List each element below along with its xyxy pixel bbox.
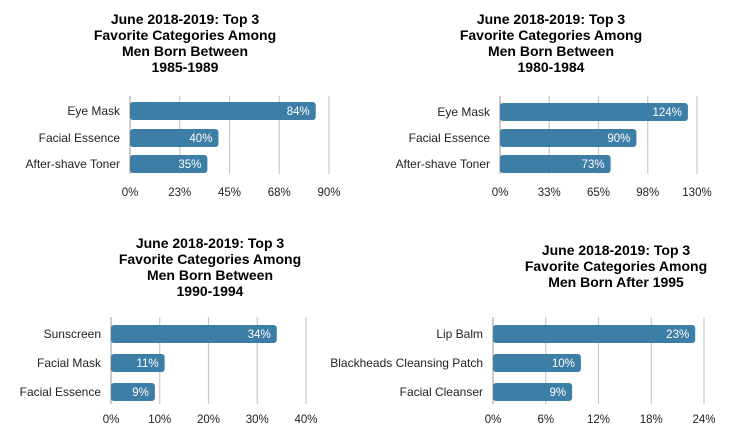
bar	[130, 129, 219, 147]
x-tick-label: 10%	[148, 414, 171, 426]
x-tick-label: 0%	[122, 187, 139, 199]
data-label: 73%	[582, 159, 605, 171]
bar	[500, 103, 688, 121]
category-label: Facial Mask	[37, 356, 102, 370]
data-label: 10%	[552, 358, 575, 370]
x-tick-label: 40%	[294, 414, 317, 426]
data-label: 9%	[550, 387, 567, 399]
x-tick-label: 30%	[246, 414, 269, 426]
category-label: After-shave Toner	[26, 157, 121, 171]
x-tick-label: 45%	[218, 187, 241, 199]
category-label: Eye Mask	[437, 105, 491, 119]
category-label: Lip Balm	[436, 327, 483, 341]
bar	[111, 354, 165, 372]
category-label: Eye Mask	[67, 104, 121, 118]
chart-panel-1990-1994: June 2018-2019: Top 3 Favorite Categorie…	[0, 221, 369, 443]
data-label: 35%	[178, 159, 201, 171]
bar	[500, 129, 637, 147]
x-tick-label: 12%	[587, 414, 610, 426]
data-label: 124%	[652, 107, 681, 119]
chart-plot: Eye Mask 84% Facial Essence 40% After-shave …	[26, 96, 341, 199]
data-label: 84%	[287, 106, 310, 118]
data-label: 9%	[132, 387, 149, 399]
bar	[493, 383, 573, 401]
chart-title: June 2018-2019: Top 3 Favorite Categorie…	[93, 11, 277, 75]
bar	[493, 325, 696, 343]
chart-plot: Eye Mask 124% Facial Essence 90% After-shave…	[396, 96, 712, 199]
bar	[111, 383, 155, 401]
category-label: Facial Cleanser	[400, 385, 483, 399]
chart-panel-1980-1984: June 2018-2019: Top 3 Favorite Categorie…	[369, 0, 739, 221]
category-label: Sunscreen	[44, 327, 101, 341]
category-label: Facial Essence	[20, 385, 102, 399]
x-tick-label: 130%	[682, 187, 711, 199]
category-label: Facial Essence	[409, 131, 491, 145]
bar	[493, 354, 581, 372]
bar	[130, 155, 208, 173]
x-tick-label: 65%	[587, 187, 610, 199]
data-label: 90%	[607, 133, 630, 145]
category-label: Facial Essence	[39, 131, 121, 145]
chart-panel-after-1995: June 2018-2019: Top 3 Favorite Categorie…	[330, 221, 739, 443]
bar	[111, 325, 277, 343]
category-label: After-shave Toner	[396, 157, 491, 171]
x-tick-label: 0%	[492, 187, 509, 199]
x-tick-label: 0%	[103, 414, 120, 426]
bar	[130, 102, 316, 120]
chart-panel-1985-1989: June 2018-2019: Top 3 Favorite Categorie…	[0, 0, 369, 221]
x-tick-label: 33%	[538, 187, 561, 199]
bar	[500, 155, 611, 173]
x-tick-label: 6%	[537, 414, 554, 426]
chart-plot: Lip Balm 23% Blackheads Cleansing Patch 10%…	[330, 317, 716, 426]
x-tick-label: 90%	[317, 187, 340, 199]
chart-title: June 2018-2019: Top 3 Favorite Categorie…	[524, 242, 708, 290]
category-label: Blackheads Cleansing Patch	[330, 356, 483, 370]
x-tick-label: 18%	[640, 414, 663, 426]
data-label: 11%	[136, 358, 158, 370]
x-tick-label: 0%	[485, 414, 502, 426]
chart-title: June 2018-2019: Top 3 Favorite Categorie…	[459, 11, 643, 75]
chart-plot: Sunscreen 34% Facial Mask 11% Facial Essence…	[20, 317, 318, 426]
x-tick-label: 68%	[268, 187, 291, 199]
data-label: 34%	[248, 329, 271, 341]
x-tick-label: 23%	[168, 187, 191, 199]
x-tick-label: 24%	[692, 414, 715, 426]
x-tick-label: 20%	[197, 414, 220, 426]
data-label: 23%	[666, 329, 689, 341]
x-tick-label: 98%	[636, 187, 659, 199]
chart-title: June 2018-2019: Top 3 Favorite Categorie…	[118, 235, 302, 299]
data-label: 40%	[189, 133, 212, 145]
